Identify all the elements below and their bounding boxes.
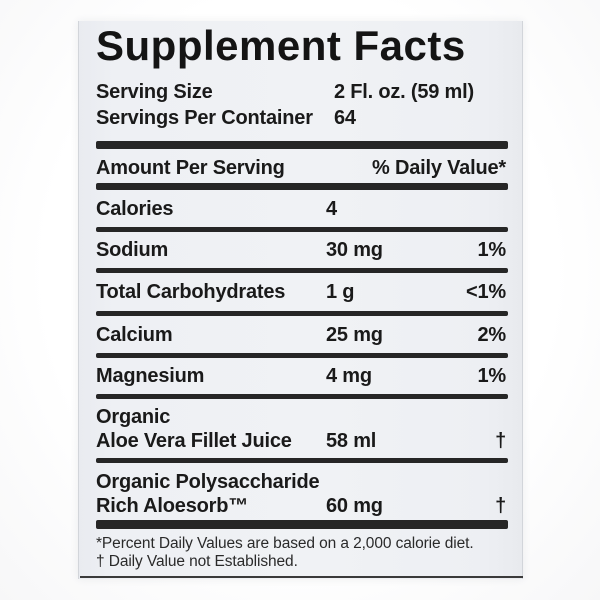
nutrient-amount: 4 mg (326, 365, 372, 387)
separator-bar-heavy-bottom (96, 520, 508, 529)
supplement-facts-panel: Supplement Facts Serving Size 2 Fl. oz. … (78, 21, 523, 579)
servings-per-container-row: Servings Per Container 64 (96, 106, 506, 130)
separator-bar (96, 268, 508, 273)
servings-per-container-label: Servings Per Container (96, 107, 313, 129)
nutrient-name: Magnesium (96, 365, 205, 387)
ingredient-amount: 60 mg (326, 495, 383, 517)
serving-size-label: Serving Size (96, 81, 213, 103)
nutrient-daily-value: <1% (466, 281, 506, 303)
ingredient-daily-value-dagger: † (495, 430, 506, 452)
nutrient-daily-value: 2% (477, 324, 506, 346)
separator-bar (96, 311, 508, 316)
footnote-daily-value-not-established: † Daily Value not Established. (96, 553, 298, 570)
ingredient-daily-value-dagger: † (495, 495, 506, 517)
nutrient-amount: 4 (326, 198, 337, 220)
nutrient-amount: 25 mg (326, 324, 383, 346)
column-header-row: Amount Per Serving % Daily Value* (96, 157, 506, 179)
separator-bar (96, 458, 508, 463)
separator-bar (96, 394, 508, 399)
ingredient-name-line2: Aloe Vera Fillet Juice (96, 430, 292, 452)
nutrient-row-sodium: Sodium 30 mg 1% (96, 239, 506, 261)
nutrient-name: Total Carbohydrates (96, 281, 286, 303)
ingredient-row-aloe-vera-juice: Organic Aloe Vera Fillet Juice 58 ml † (96, 405, 506, 453)
nutrient-name: Calcium (96, 324, 173, 346)
nutrient-row-calcium: Calcium 25 mg 2% (96, 324, 506, 346)
nutrient-row-calories: Calories 4 (96, 198, 506, 220)
ingredient-name-line2: Rich Aloesorb™ (96, 495, 249, 517)
nutrient-name: Calories (96, 198, 174, 220)
nutrient-row-magnesium: Magnesium 4 mg 1% (96, 365, 506, 387)
ingredient-name-line1: Organic (96, 406, 171, 428)
separator-bar (96, 353, 508, 358)
serving-size-value: 2 Fl. oz. (59 ml) (334, 81, 474, 103)
servings-per-container-value: 64 (334, 107, 356, 129)
nutrient-row-total-carbohydrates: Total Carbohydrates 1 g <1% (96, 281, 506, 303)
separator-bar-header (96, 183, 508, 190)
ingredient-amount: 58 ml (326, 430, 377, 452)
footnotes-block: *Percent Daily Values are based on a 2,0… (96, 535, 506, 571)
label-bottom-rule (80, 576, 523, 578)
panel-title: Supplement Facts (96, 22, 466, 69)
ingredient-row-aloesorb: Organic Polysaccharide Rich Aloesorb™ 60… (96, 470, 506, 518)
footnote-percent-daily-values: *Percent Daily Values are based on a 2,0… (96, 535, 474, 552)
nutrient-amount: 30 mg (326, 239, 383, 261)
ingredient-name-line1: Organic Polysaccharide (96, 471, 320, 493)
nutrient-daily-value: 1% (477, 239, 506, 261)
nutrient-amount: 1 g (326, 281, 355, 303)
separator-bar-heavy-top (96, 141, 508, 149)
nutrient-daily-value: 1% (477, 365, 506, 387)
serving-size-row: Serving Size 2 Fl. oz. (59 ml) (96, 80, 506, 104)
separator-bar (96, 227, 508, 232)
nutrient-name: Sodium (96, 239, 169, 261)
amount-per-serving-header: Amount Per Serving (96, 157, 285, 179)
daily-value-header: % Daily Value* (372, 157, 506, 179)
